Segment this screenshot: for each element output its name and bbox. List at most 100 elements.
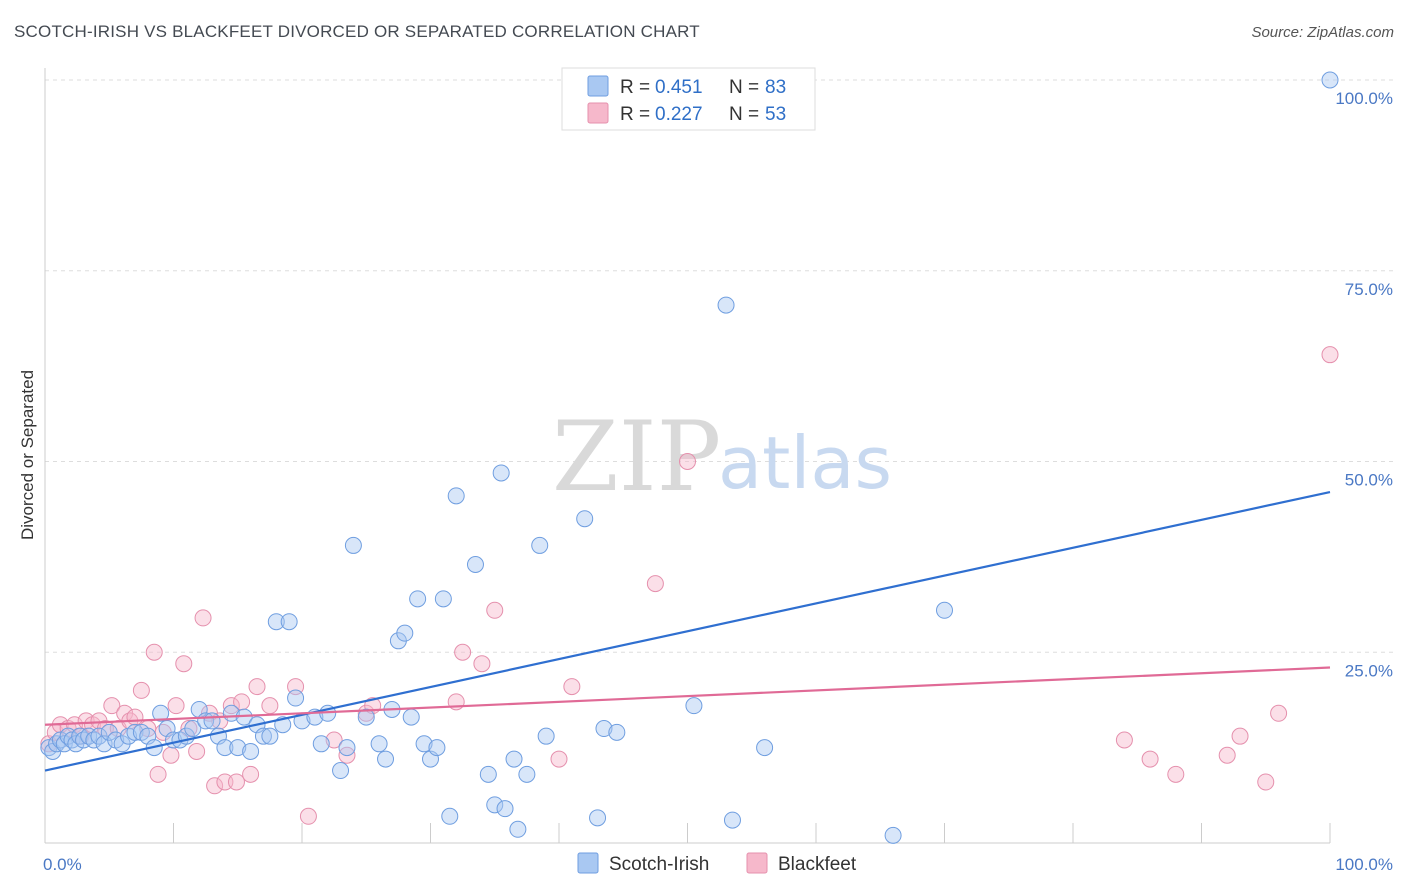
- y-axis-label: Divorced or Separated: [18, 370, 37, 540]
- scotch-irish-point-49: [338, 739, 356, 757]
- bottom-legend-swatch-scotch-irish: [577, 852, 599, 874]
- blackfeet-point-52: [1167, 765, 1185, 783]
- scotch-irish-point-34: [229, 739, 247, 757]
- scotch-irish-trend-line: [44, 490, 1331, 772]
- legend-n-label-2: N =: [729, 104, 759, 125]
- scotch-irish-point-51: [357, 708, 375, 726]
- blackfeet-point-56: [1270, 704, 1288, 722]
- scotch-irish-point-69: [496, 800, 514, 818]
- scotch-irish-point-80: [717, 296, 735, 314]
- blackfeet-point-54: [1231, 727, 1249, 745]
- blackfeet-point-53: [1218, 746, 1236, 764]
- chart-title: SCOTCH-IRISH VS BLACKFEET DIVORCED OR SE…: [14, 22, 700, 41]
- scotch-irish-point-18: [126, 723, 144, 741]
- scotch-irish-point-82: [756, 739, 774, 757]
- scotch-irish-point-79: [685, 697, 703, 715]
- blackfeet-point-37: [299, 807, 317, 825]
- scotch-irish-point-40: [267, 613, 285, 631]
- scotch-irish-point-39: [261, 727, 279, 745]
- scotch-irish-point-74: [537, 727, 555, 745]
- blackfeet-point-14: [126, 708, 144, 726]
- scotch-irish-point-63: [441, 807, 459, 825]
- blackfeet-point-43: [454, 643, 472, 661]
- y-tick-label-1: 50.0%: [1345, 471, 1393, 490]
- scotch-irish-point-84: [936, 601, 953, 619]
- scotch-irish-point-43: [287, 689, 305, 707]
- blackfeet-point-45: [486, 601, 504, 619]
- blackfeet-point-57: [1321, 346, 1339, 364]
- axes: [44, 68, 1331, 844]
- scotch-irish-point-30: [203, 712, 221, 730]
- y-tick-label-3: 100.0%: [1335, 89, 1393, 108]
- blackfeet-point-49: [679, 453, 696, 470]
- scotch-irish-point-66: [479, 765, 497, 783]
- scotch-irish-point-7: [67, 735, 85, 753]
- bottom-legend-scotch-irish: Scotch-Irish: [609, 854, 709, 875]
- scotch-irish-point-36: [242, 742, 260, 760]
- scotch-irish-point-22: [152, 704, 170, 722]
- scotch-irish-point-77: [595, 720, 613, 738]
- scotch-irish-point-71: [509, 820, 527, 838]
- scotch-irish-point-73: [531, 536, 549, 554]
- scotch-irish-point-62: [434, 590, 452, 608]
- blackfeet-trend-line: [44, 666, 1331, 726]
- blackfeet-point-22: [175, 655, 193, 673]
- x-tick-label-0: 0.0%: [43, 855, 82, 874]
- blackfeet-point-15: [132, 681, 150, 699]
- blackfeet-point-47: [563, 678, 581, 696]
- scotch-irish-point-83: [884, 826, 902, 844]
- scotch-irish-point-53: [377, 750, 395, 768]
- bottom-legend: Scotch-Irish Blackfeet: [577, 852, 857, 875]
- scotch-irish-point-72: [518, 765, 536, 783]
- blackfeet-point-17: [145, 643, 163, 661]
- blackfeet-point-33: [242, 765, 260, 783]
- scotch-irish-point-78: [608, 723, 626, 741]
- blackfeet-point-24: [188, 742, 206, 760]
- scotch-irish-point-42: [280, 613, 298, 631]
- legend-r-label-1: R =: [620, 77, 650, 98]
- scotch-irish-point-56: [396, 624, 414, 642]
- scotch-irish-point-57: [402, 708, 420, 726]
- legend-n-label-1: N =: [729, 77, 759, 98]
- source-credit: Source: ZipAtlas.com: [1251, 24, 1394, 41]
- blackfeet-point-44: [473, 655, 491, 673]
- y-tick-labels: 25.0% 50.0% 75.0% 100.0%: [1335, 89, 1393, 680]
- blackfeet-point-31: [227, 773, 245, 791]
- legend-n-value-1: 83: [765, 77, 786, 98]
- scotch-irish-point-4: [55, 735, 73, 753]
- blackfeet-point-50: [1115, 731, 1133, 749]
- scotch-irish-point-58: [409, 590, 427, 608]
- scotch-irish-point-76: [589, 809, 607, 827]
- scotch-irish-point-75: [576, 510, 594, 528]
- blackfeet-point-35: [261, 697, 279, 715]
- blackfeet-point-48: [646, 575, 664, 593]
- legend-n-value-2: 53: [765, 104, 786, 125]
- scotch-irish-point-50: [344, 536, 362, 554]
- legend-swatch-blackfeet: [587, 102, 609, 124]
- scotch-irish-point-61: [428, 739, 446, 757]
- blackfeet-point-29: [216, 773, 234, 791]
- scotch-irish-point-67: [486, 796, 504, 814]
- bottom-legend-swatch-blackfeet: [746, 852, 768, 874]
- blackfeet-point-20: [162, 746, 180, 764]
- bottom-legend-blackfeet: Blackfeet: [778, 854, 857, 875]
- blackfeet-point-51: [1141, 750, 1159, 768]
- x-tick-labels: 0.0% 100.0%: [43, 855, 1393, 874]
- scotch-irish-point-85: [1321, 71, 1339, 89]
- watermark-atlas: atlas: [718, 421, 892, 505]
- blackfeet-point-46: [550, 750, 568, 768]
- trend-lines: [44, 490, 1331, 772]
- grid-lines: [45, 79, 1395, 653]
- legend: R = 0.451 N = 83 R = 0.227 N = 53: [561, 67, 816, 131]
- y-tick-label-0: 25.0%: [1345, 661, 1393, 680]
- x-tick-label-1: 100.0%: [1335, 855, 1393, 874]
- legend-r-label-2: R =: [620, 104, 650, 125]
- scotch-irish-point-32: [216, 739, 234, 757]
- scotch-irish-point-81: [723, 811, 741, 829]
- scotch-irish-point-59: [415, 735, 433, 753]
- blackfeet-point-10: [103, 697, 121, 715]
- blackfeet-point-18: [149, 765, 167, 783]
- blackfeet-point-55: [1257, 773, 1275, 791]
- blackfeet-point-34: [248, 678, 266, 696]
